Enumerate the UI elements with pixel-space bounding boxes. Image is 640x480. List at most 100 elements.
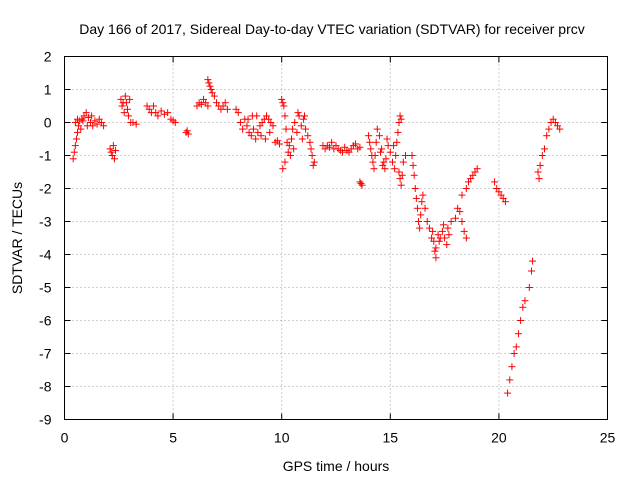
data-point <box>207 86 215 93</box>
data-point <box>301 112 309 120</box>
data-point <box>82 109 90 117</box>
data-point <box>254 128 262 136</box>
data-point <box>395 168 403 176</box>
data-point <box>535 175 543 183</box>
data-point <box>392 152 400 159</box>
data-point <box>397 181 405 189</box>
data-point <box>269 122 277 130</box>
data-point <box>257 132 265 140</box>
data-point <box>538 152 546 159</box>
data-point <box>280 102 288 110</box>
data-point <box>375 132 383 140</box>
data-point <box>421 204 429 212</box>
data-point <box>410 171 418 179</box>
data-point <box>491 178 499 186</box>
data-point <box>197 100 205 108</box>
data-point <box>417 211 425 219</box>
data-point <box>157 107 165 115</box>
data-point <box>110 155 118 163</box>
data-point <box>412 194 420 202</box>
data-point <box>432 244 440 252</box>
data-point <box>445 231 453 239</box>
data-point <box>278 95 286 103</box>
data-point <box>396 112 404 120</box>
data-point <box>416 224 424 232</box>
data-point <box>390 142 398 150</box>
data-point <box>297 122 305 130</box>
x-tick-label: 0 <box>61 430 69 446</box>
x-tick-label: 20 <box>491 430 507 446</box>
data-point <box>519 303 527 311</box>
x-axis-ticks: 0 5 10 15 20 25 <box>61 56 615 446</box>
data-point <box>517 317 525 324</box>
data-point <box>171 119 179 126</box>
y-axis-title: SDTVAR / TECUs <box>9 182 25 294</box>
y-tick-label: -7 <box>39 346 52 362</box>
data-point <box>70 148 78 156</box>
data-point <box>285 142 293 150</box>
data-point <box>556 125 564 133</box>
data-point <box>293 128 301 136</box>
data-point <box>328 138 336 146</box>
y-tick-label: -5 <box>39 280 52 296</box>
y-axis-ticks: 2 1 0 -1 -2 -3 -4 -5 -6 -7 -8 -9 <box>39 49 608 428</box>
data-point <box>451 214 459 222</box>
data-point <box>429 227 437 235</box>
data-point <box>309 161 317 169</box>
data-point <box>286 152 294 159</box>
data-point <box>506 376 514 384</box>
data-point <box>291 119 299 126</box>
y-tick-label: -6 <box>39 313 52 329</box>
data-point <box>397 115 405 123</box>
data-points <box>69 76 564 397</box>
x-axis-title: GPS time / hours <box>283 458 390 474</box>
y-tick-label: -8 <box>39 379 52 395</box>
data-point <box>521 297 529 305</box>
data-point <box>69 155 77 163</box>
data-point <box>358 181 366 189</box>
data-point <box>112 147 120 155</box>
data-point <box>541 145 549 153</box>
data-point <box>432 254 440 262</box>
data-point <box>88 112 96 120</box>
data-point <box>441 234 449 242</box>
data-point <box>545 125 553 133</box>
data-point <box>382 155 390 163</box>
data-point <box>121 92 129 100</box>
data-point <box>205 79 213 87</box>
data-point <box>399 158 407 166</box>
data-point <box>164 109 172 117</box>
data-point <box>79 117 87 125</box>
data-point <box>425 224 433 232</box>
data-point <box>415 218 423 225</box>
data-point <box>93 120 101 128</box>
data-point <box>529 257 537 265</box>
data-point <box>373 125 381 133</box>
data-point <box>508 363 516 371</box>
data-point <box>281 158 289 166</box>
data-point <box>411 185 419 192</box>
data-point <box>512 343 520 351</box>
data-point <box>249 125 257 133</box>
data-point <box>244 115 252 123</box>
data-point <box>126 95 134 103</box>
data-point <box>306 138 314 146</box>
data-point <box>206 82 214 90</box>
y-tick-label: -4 <box>39 247 52 263</box>
data-point <box>122 99 130 107</box>
data-point <box>223 105 231 113</box>
data-point <box>243 122 251 130</box>
data-point <box>423 218 431 225</box>
data-point <box>109 142 117 150</box>
data-point <box>386 148 394 156</box>
data-point <box>72 135 80 143</box>
data-point <box>132 120 140 128</box>
data-point <box>307 145 315 153</box>
data-point <box>419 191 427 199</box>
data-point <box>247 132 255 140</box>
data-point <box>83 122 91 130</box>
data-point <box>443 241 451 249</box>
data-point <box>150 102 158 110</box>
data-point <box>221 99 229 107</box>
data-point <box>236 119 244 126</box>
